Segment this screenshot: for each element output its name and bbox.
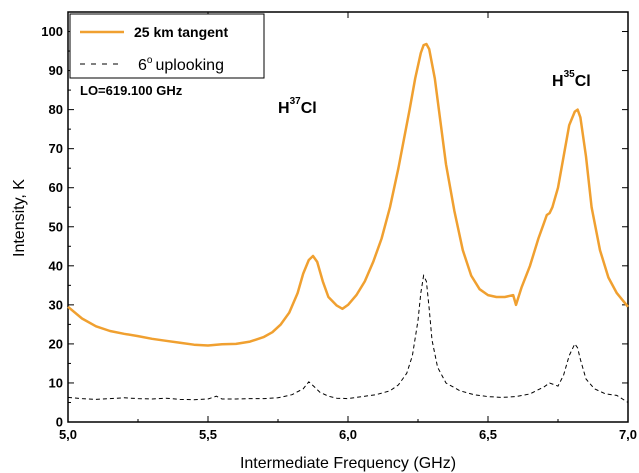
legend-uplooking-angle: 6: [138, 57, 147, 74]
h35cl-tail: Cl: [575, 73, 591, 90]
y-tick-label: 60: [49, 180, 63, 195]
series-line-tangent: [67, 42, 629, 347]
x-tick-label: 5,5: [199, 427, 217, 442]
x-tick-label: 5,0: [59, 427, 77, 442]
legend: 25 km tangent 6o uplooking: [69, 13, 265, 79]
x-axis-title: Intermediate Frequency (GHz): [240, 455, 456, 472]
legend-label-uplooking: 6o uplooking: [138, 55, 224, 74]
y-axis-title: Intensity, K: [11, 179, 28, 257]
y-tick-label: 70: [49, 141, 63, 156]
y-tick-label: 100: [41, 24, 63, 39]
h35cl-base: H: [552, 73, 564, 90]
lo-annotation: LO=619.100 GHz: [80, 83, 183, 98]
y-tick-label: 40: [49, 258, 63, 273]
legend-label-tangent: 25 km tangent: [134, 24, 228, 40]
x-tick-label: 6,5: [479, 427, 497, 442]
x-tick-label: 7,0: [619, 427, 637, 442]
x-axis-ticks: 5,0 5,5 6,0 6,5 7,0: [59, 12, 637, 442]
h37cl-superscript: 37: [290, 96, 302, 107]
legend-uplooking-degree: o: [147, 55, 153, 66]
h35cl-superscript: 35: [564, 69, 576, 80]
x-tick-label: 6,0: [339, 427, 357, 442]
legend-uplooking-text: uplooking: [155, 57, 224, 74]
h37cl-base: H: [278, 100, 290, 117]
y-tick-label: 30: [49, 297, 63, 312]
y-axis-ticks: 0 10 20 30 40 50 60 70 80 90 100: [41, 24, 628, 430]
series-line-uplooking: [67, 273, 629, 403]
y-tick-label: 20: [49, 336, 63, 351]
h35cl-label: H35Cl: [552, 69, 591, 90]
legend-box: [69, 13, 265, 79]
y-tick-label: 80: [49, 102, 63, 117]
y-tick-label: 50: [49, 219, 63, 234]
h37cl-tail: Cl: [301, 100, 317, 117]
y-tick-label: 10: [49, 375, 63, 390]
y-tick-label: 0: [56, 415, 63, 430]
y-tick-label: 90: [49, 63, 63, 78]
h37cl-label: H37Cl: [278, 96, 317, 117]
